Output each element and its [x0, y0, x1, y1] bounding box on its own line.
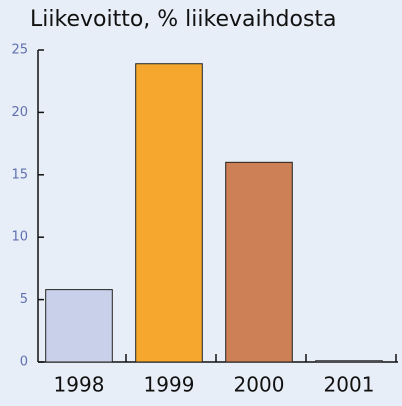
chart-title: Liikevoitto, % liikevaihdosta: [30, 7, 337, 32]
x-tick-label: 2000: [234, 373, 285, 397]
y-tick-label: 15: [11, 167, 28, 182]
bar: [135, 63, 203, 363]
bar: [225, 161, 293, 363]
bar: [315, 360, 383, 363]
x-tick-label: 1999: [144, 373, 195, 397]
y-tick-label: 10: [11, 230, 28, 245]
x-tick-label: 1998: [54, 373, 105, 397]
bar: [45, 289, 113, 363]
y-tick-label: 20: [11, 105, 28, 120]
y-tick-label: 5: [20, 292, 28, 307]
y-tick-label: 25: [11, 43, 28, 58]
y-tick-label: 0: [20, 355, 28, 370]
x-tick-label: 2001: [324, 373, 375, 397]
